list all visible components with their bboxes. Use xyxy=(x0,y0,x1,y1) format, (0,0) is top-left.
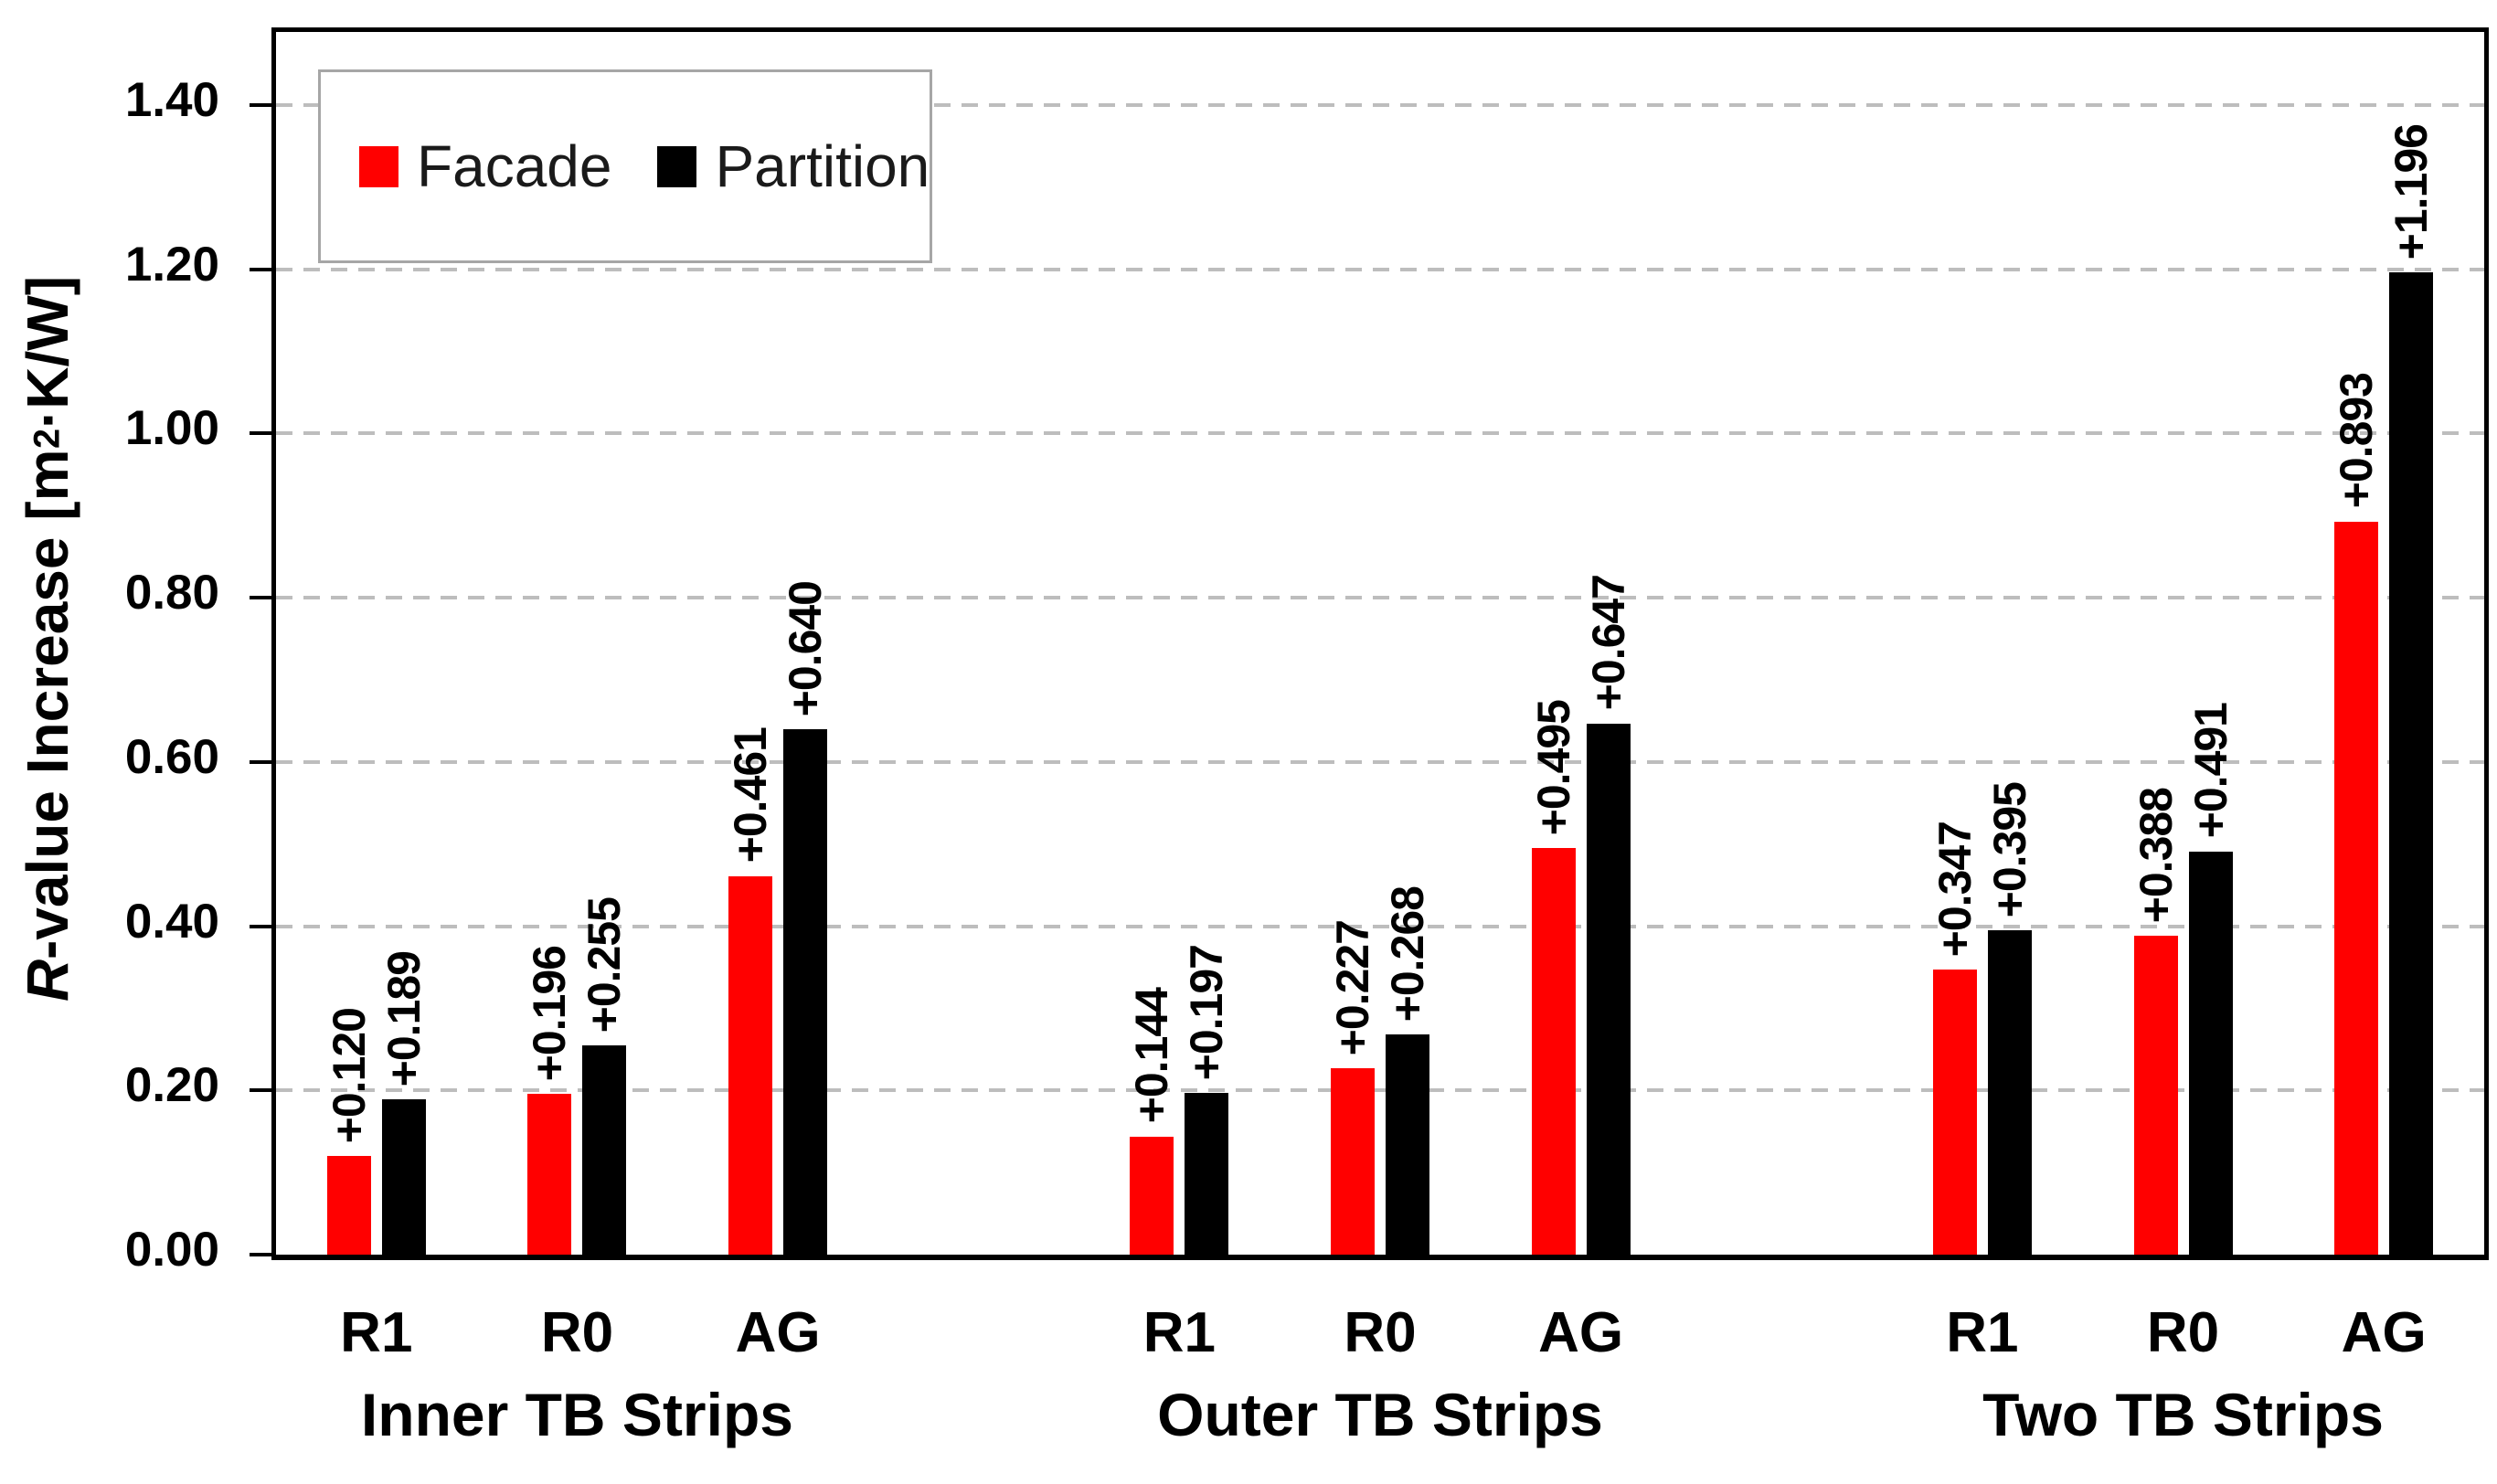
group-label-two-tb-strips: Two TB Strips xyxy=(1982,1381,2384,1448)
bar-value-label: +0.197 xyxy=(1181,944,1233,1080)
y-tick-mark-0.40 xyxy=(250,924,271,928)
category-label-ag: AG xyxy=(735,1301,821,1364)
y-tick-label: 0.40 xyxy=(124,894,219,949)
bar-facade-outer-tb-strips-ag xyxy=(1531,848,1576,1255)
legend: Facade Partition xyxy=(318,69,932,263)
bar-partition-two-tb-strips-r0 xyxy=(2188,851,2233,1255)
bar-value-label: +0.196 xyxy=(524,945,576,1081)
bar-partition-inner-tb-strips-r1 xyxy=(381,1099,426,1255)
y-tick-label: 1.20 xyxy=(124,237,219,292)
gridline-1.20 xyxy=(276,267,2484,271)
bar-partition-inner-tb-strips-r0 xyxy=(582,1044,627,1255)
y-tick-label: 0.60 xyxy=(124,729,219,784)
bar-value-label: +0.388 xyxy=(2130,788,2182,924)
bar-value-label: +0.120 xyxy=(323,1007,375,1144)
gridline-0.80 xyxy=(276,596,2484,600)
category-label-r1: R1 xyxy=(1142,1301,1216,1364)
legend-item-facade: Facade xyxy=(359,132,611,200)
y-tick-mark-1.40 xyxy=(250,102,271,107)
y-axis-title-italic-r: R xyxy=(15,959,80,1002)
partition-swatch-icon xyxy=(657,145,697,187)
bar-value-label: +0.395 xyxy=(1983,781,2035,918)
bar-facade-inner-tb-strips-r1 xyxy=(326,1156,371,1255)
category-label-ag: AG xyxy=(1538,1301,1624,1364)
bar-facade-two-tb-strips-r0 xyxy=(2133,936,2178,1255)
y-tick-label: 1.00 xyxy=(124,401,219,456)
gridline-0.60 xyxy=(276,759,2484,764)
gridline-1.00 xyxy=(276,431,2484,436)
y-tick-mark-0.20 xyxy=(250,1088,271,1093)
y-tick-mark-0.60 xyxy=(250,759,271,764)
facade-swatch-icon xyxy=(359,145,398,187)
category-label-r1: R1 xyxy=(340,1301,413,1364)
legend-item-partition: Partition xyxy=(657,132,930,200)
category-label-ag: AG xyxy=(2341,1301,2427,1364)
y-tick-label: 0.80 xyxy=(124,566,219,620)
bar-partition-two-tb-strips-r1 xyxy=(1987,930,2032,1255)
bar-value-label: +0.461 xyxy=(725,727,777,864)
category-label-r0: R0 xyxy=(1344,1301,1417,1364)
bar-partition-outer-tb-strips-ag xyxy=(1586,723,1631,1255)
y-axis-title-mid: -value Increase [m xyxy=(15,449,80,959)
gridline-1.40 xyxy=(276,102,2484,107)
gridline-0.40 xyxy=(276,924,2484,928)
bar-facade-outer-tb-strips-r0 xyxy=(1331,1068,1375,1255)
y-tick-label: 0.00 xyxy=(124,1223,219,1277)
category-label-r0: R0 xyxy=(2146,1301,2220,1364)
y-tick-label: 0.20 xyxy=(124,1058,219,1113)
bar-partition-two-tb-strips-ag xyxy=(2389,272,2434,1255)
bar-value-label: +0.893 xyxy=(2331,373,2383,509)
plot-area: +0.120 +0.189 +0.196 +0.255 +0.461 +0.640 +0.1… xyxy=(250,27,2489,1448)
bar-value-label: +0.189 xyxy=(377,950,430,1087)
category-label-r0: R0 xyxy=(540,1301,614,1364)
bar-partition-outer-tb-strips-r0 xyxy=(1386,1034,1429,1255)
bar-facade-two-tb-strips-ag xyxy=(2334,521,2379,1255)
legend-label-facade: Facade xyxy=(417,133,612,199)
bar-value-label: +0.491 xyxy=(2184,703,2237,839)
bar-partition-inner-tb-strips-ag xyxy=(783,728,828,1255)
bar-facade-inner-tb-strips-ag xyxy=(728,875,773,1255)
gridline-0.20 xyxy=(276,1088,2484,1093)
bar-facade-outer-tb-strips-r1 xyxy=(1130,1136,1174,1255)
bar-value-label: +1.196 xyxy=(2385,123,2438,260)
bar-facade-two-tb-strips-r1 xyxy=(1932,970,1977,1255)
y-tick-mark-1.20 xyxy=(250,267,271,271)
bar-value-label: +0.227 xyxy=(1327,919,1378,1056)
bar-value-label: +0.255 xyxy=(579,896,631,1033)
category-label-r1: R1 xyxy=(1946,1301,2019,1364)
bar-value-label: +0.640 xyxy=(780,580,832,716)
bar-facade-inner-tb-strips-r0 xyxy=(527,1093,572,1255)
bar-value-label: +0.144 xyxy=(1126,988,1178,1124)
bar-partition-outer-tb-strips-r1 xyxy=(1185,1092,1229,1255)
bar-value-label: +0.495 xyxy=(1527,699,1579,836)
group-label-inner-tb-strips: Inner TB Strips xyxy=(360,1381,793,1448)
bar-value-label: +0.268 xyxy=(1382,885,1433,1023)
y-tick-mark-0.00 xyxy=(250,1253,271,1256)
bar-value-label: +0.347 xyxy=(1929,821,1981,958)
y-tick-mark-1.00 xyxy=(250,431,271,436)
bar-value-label: +0.647 xyxy=(1582,575,1634,711)
group-label-outer-tb-strips: Outer TB Strips xyxy=(1157,1381,1603,1448)
y-tick-mark-0.80 xyxy=(250,596,271,600)
legend-label-partition: Partition xyxy=(715,133,930,199)
y-tick-label: 1.40 xyxy=(124,72,219,127)
